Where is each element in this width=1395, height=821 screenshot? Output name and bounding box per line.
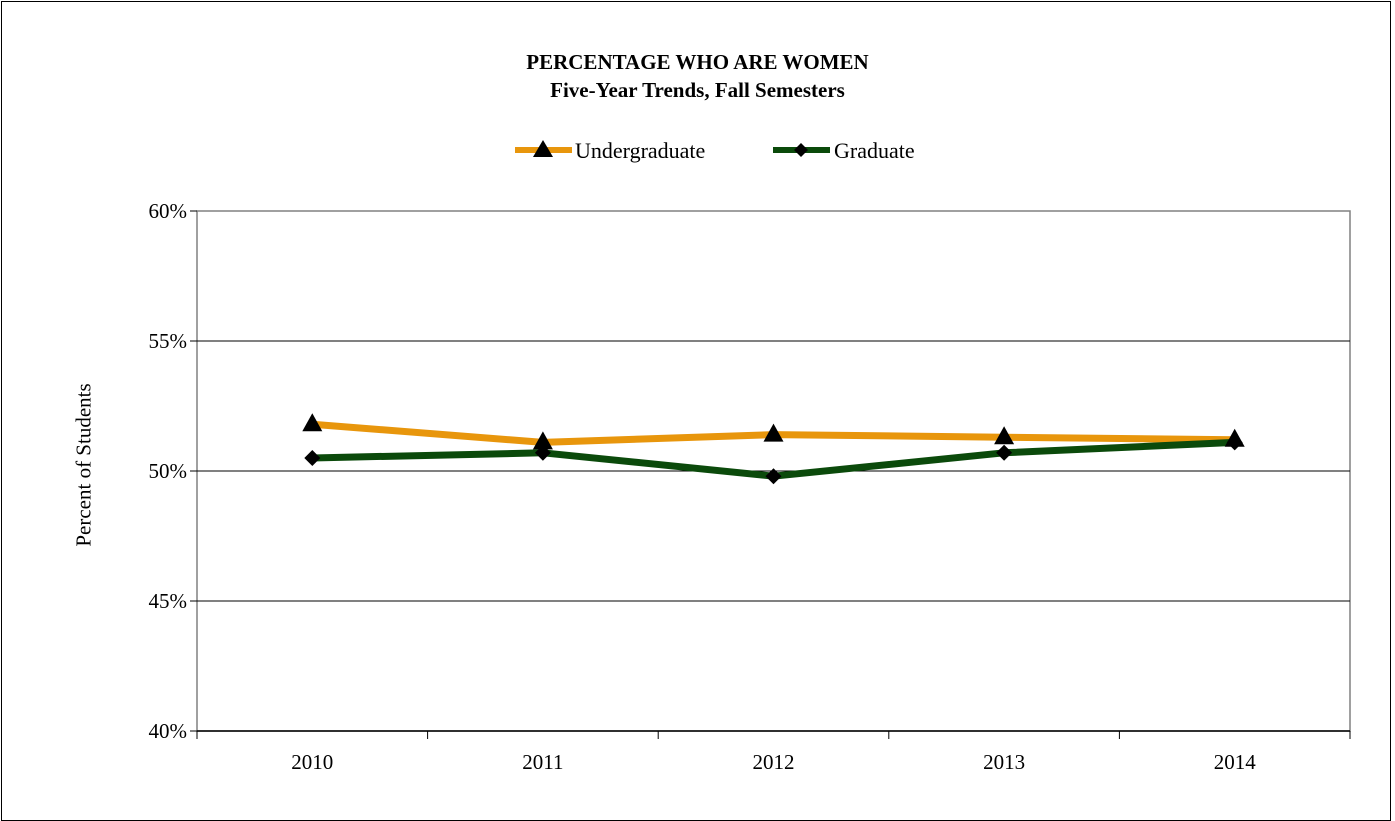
x-tick-label-2010: 2010 (291, 750, 333, 774)
marker-undergraduate-2011 (532, 431, 553, 450)
legend-graduate-marker (794, 143, 808, 157)
x-tick-label-2014: 2014 (1214, 750, 1257, 774)
x-tick-label-2012: 2012 (753, 750, 795, 774)
chart-subtitle: Five-Year Trends, Fall Semesters (550, 78, 845, 102)
marker-undergraduate-2012 (763, 423, 784, 442)
legend-label-graduate: Graduate (834, 138, 915, 163)
marker-graduate-2011 (534, 444, 551, 461)
marker-graduate-2010 (304, 450, 321, 466)
x-tick-label-2013: 2013 (983, 750, 1025, 774)
marker-graduate-2013 (996, 444, 1013, 461)
y-tick-label: 60% (149, 199, 188, 223)
marker-undergraduate-2013 (994, 426, 1015, 445)
legend-undergraduate-marker (533, 140, 553, 157)
y-tick-label: 50% (149, 459, 188, 483)
y-tick-label: 55% (149, 329, 188, 353)
legend-item-graduate (773, 143, 830, 157)
legend-item-undergraduate (515, 140, 572, 157)
marker-undergraduate-2010 (302, 413, 323, 432)
x-tick-label-2011: 2011 (522, 750, 563, 774)
y-tick-label: 45% (149, 589, 188, 613)
marker-graduate-2014 (1226, 434, 1243, 451)
y-tick-label: 40% (149, 719, 188, 743)
marker-graduate-2012 (765, 468, 782, 485)
legend-label-undergraduate: Undergraduate (575, 138, 706, 163)
chart-title: PERCENTAGE WHO ARE WOMEN (526, 50, 869, 74)
